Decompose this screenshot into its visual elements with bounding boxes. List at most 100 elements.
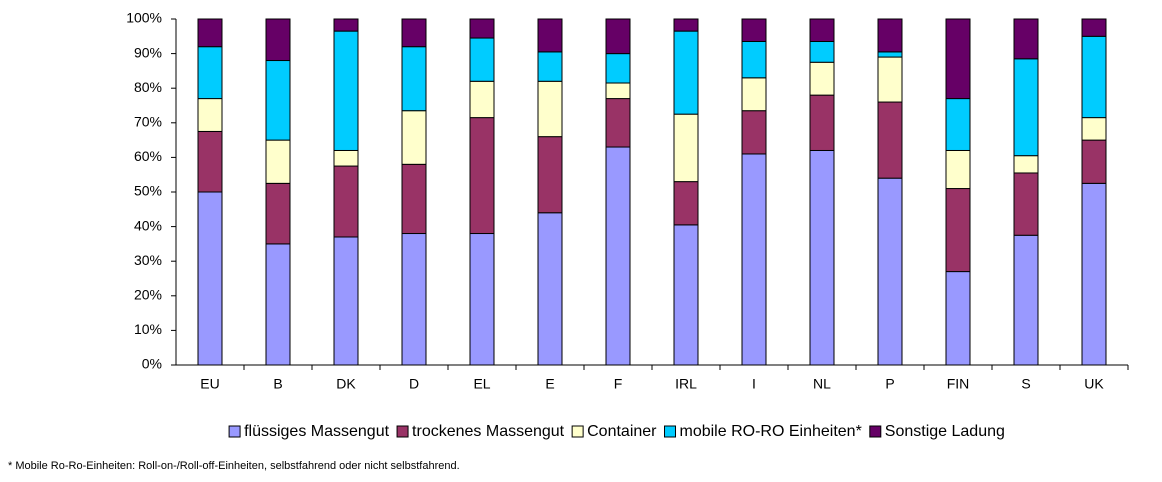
bar-segment bbox=[469, 18, 495, 39]
x-tick-label: EL bbox=[473, 376, 490, 392]
y-tick-label: 30% bbox=[134, 252, 162, 268]
bar-segment bbox=[877, 51, 903, 58]
x-tick-label: B bbox=[273, 376, 282, 392]
bar-segment bbox=[809, 61, 835, 96]
legend-label: trockenes Massengut bbox=[412, 423, 565, 440]
y-tick-label: 80% bbox=[134, 79, 162, 95]
legend-label: mobile RO-RO Einheiten* bbox=[680, 423, 862, 440]
x-tick-label: UK bbox=[1084, 376, 1104, 392]
bar-segment bbox=[605, 53, 631, 84]
bar-segment bbox=[605, 98, 631, 148]
y-tick-label: 10% bbox=[134, 321, 162, 337]
bar-segment bbox=[197, 191, 223, 366]
x-tick-label: D bbox=[409, 376, 419, 392]
bar-segment bbox=[1013, 155, 1039, 174]
bar-segment bbox=[741, 18, 767, 42]
legend-label: flüssiges Massengut bbox=[244, 423, 390, 440]
bar-segment bbox=[809, 18, 835, 42]
legend-swatch bbox=[396, 425, 409, 438]
bar-segment bbox=[809, 40, 835, 63]
bar-segment bbox=[537, 136, 563, 214]
x-tick-label: P bbox=[885, 376, 894, 392]
y-tick-label: 100% bbox=[126, 10, 162, 26]
bar-segment bbox=[537, 51, 563, 82]
legend-swatch bbox=[228, 425, 241, 438]
y-tick-label: 60% bbox=[134, 148, 162, 164]
bar-segment bbox=[197, 18, 223, 48]
bar-segment bbox=[1081, 139, 1107, 184]
bar-segment bbox=[877, 177, 903, 366]
y-tick-label: 0% bbox=[142, 356, 162, 372]
x-tick-label: DK bbox=[336, 376, 356, 392]
bar-segment bbox=[197, 46, 223, 100]
bar-segment bbox=[1081, 117, 1107, 141]
bar-segment bbox=[469, 117, 495, 235]
bar-segment bbox=[877, 18, 903, 53]
bar-segment bbox=[1081, 182, 1107, 366]
bar-segment bbox=[333, 30, 359, 151]
bar-segment bbox=[673, 181, 699, 226]
bar-segment bbox=[877, 101, 903, 179]
bar-segment bbox=[741, 77, 767, 112]
bar-segment bbox=[401, 110, 427, 165]
x-tick-label: IRL bbox=[675, 376, 697, 392]
footnote: * Mobile Ro-Ro-Einheiten: Roll-on-/Roll-… bbox=[8, 460, 460, 472]
bar-segment bbox=[1013, 234, 1039, 366]
y-tick-label: 40% bbox=[134, 217, 162, 233]
bar-segment bbox=[673, 113, 699, 183]
bar-segment bbox=[809, 149, 835, 366]
bar-segment bbox=[265, 60, 291, 141]
bar-segment bbox=[265, 139, 291, 184]
bar-segment bbox=[265, 182, 291, 245]
bar-segment bbox=[945, 188, 971, 273]
bar-segment bbox=[401, 46, 427, 112]
bar-segment bbox=[333, 165, 359, 238]
bar-segment bbox=[469, 80, 495, 119]
x-tick-label: FIN bbox=[947, 376, 970, 392]
bar-segment bbox=[605, 18, 631, 55]
y-tick-label: 70% bbox=[134, 114, 162, 130]
bar-segment bbox=[537, 18, 563, 53]
legend-label: Container bbox=[587, 423, 657, 440]
bar-segment bbox=[1013, 58, 1039, 157]
bar-segment bbox=[333, 236, 359, 366]
legend-swatch bbox=[571, 425, 584, 438]
bar-segment bbox=[945, 149, 971, 190]
bar-segment bbox=[605, 146, 631, 366]
bar-segment bbox=[605, 82, 631, 100]
x-tick-label: I bbox=[752, 376, 756, 392]
bar-segment bbox=[945, 18, 971, 100]
bar-segment bbox=[673, 224, 699, 366]
x-tick-label: NL bbox=[813, 376, 831, 392]
bar-segment bbox=[469, 233, 495, 366]
bar-segment bbox=[469, 37, 495, 82]
bar-segment bbox=[809, 94, 835, 151]
bar-segment bbox=[265, 18, 291, 62]
bar-segment bbox=[741, 110, 767, 155]
bar-segment bbox=[333, 149, 359, 167]
bar-segment bbox=[537, 80, 563, 138]
bar-segment bbox=[877, 56, 903, 103]
bar-segment bbox=[1013, 172, 1039, 236]
bar-segment bbox=[945, 271, 971, 366]
legend-swatch bbox=[869, 425, 882, 438]
bar-segment bbox=[1013, 18, 1039, 60]
x-tick-label: E bbox=[545, 376, 554, 392]
y-tick-label: 20% bbox=[134, 287, 162, 303]
bar-segment bbox=[741, 153, 767, 366]
bar-segment bbox=[945, 98, 971, 151]
bar-segment bbox=[333, 18, 359, 32]
y-tick-label: 50% bbox=[134, 183, 162, 199]
y-tick-label: 90% bbox=[134, 44, 162, 60]
x-tick-label: EU bbox=[200, 376, 219, 392]
bar-segment bbox=[673, 30, 699, 115]
bar-segment bbox=[197, 130, 223, 193]
bar-segment bbox=[537, 212, 563, 366]
bar-segment bbox=[1081, 18, 1107, 37]
x-tick-label: S bbox=[1021, 376, 1030, 392]
legend-swatch bbox=[664, 425, 677, 438]
bar-segment bbox=[673, 18, 699, 32]
bar-segment bbox=[265, 243, 291, 366]
bar-segment bbox=[197, 98, 223, 132]
